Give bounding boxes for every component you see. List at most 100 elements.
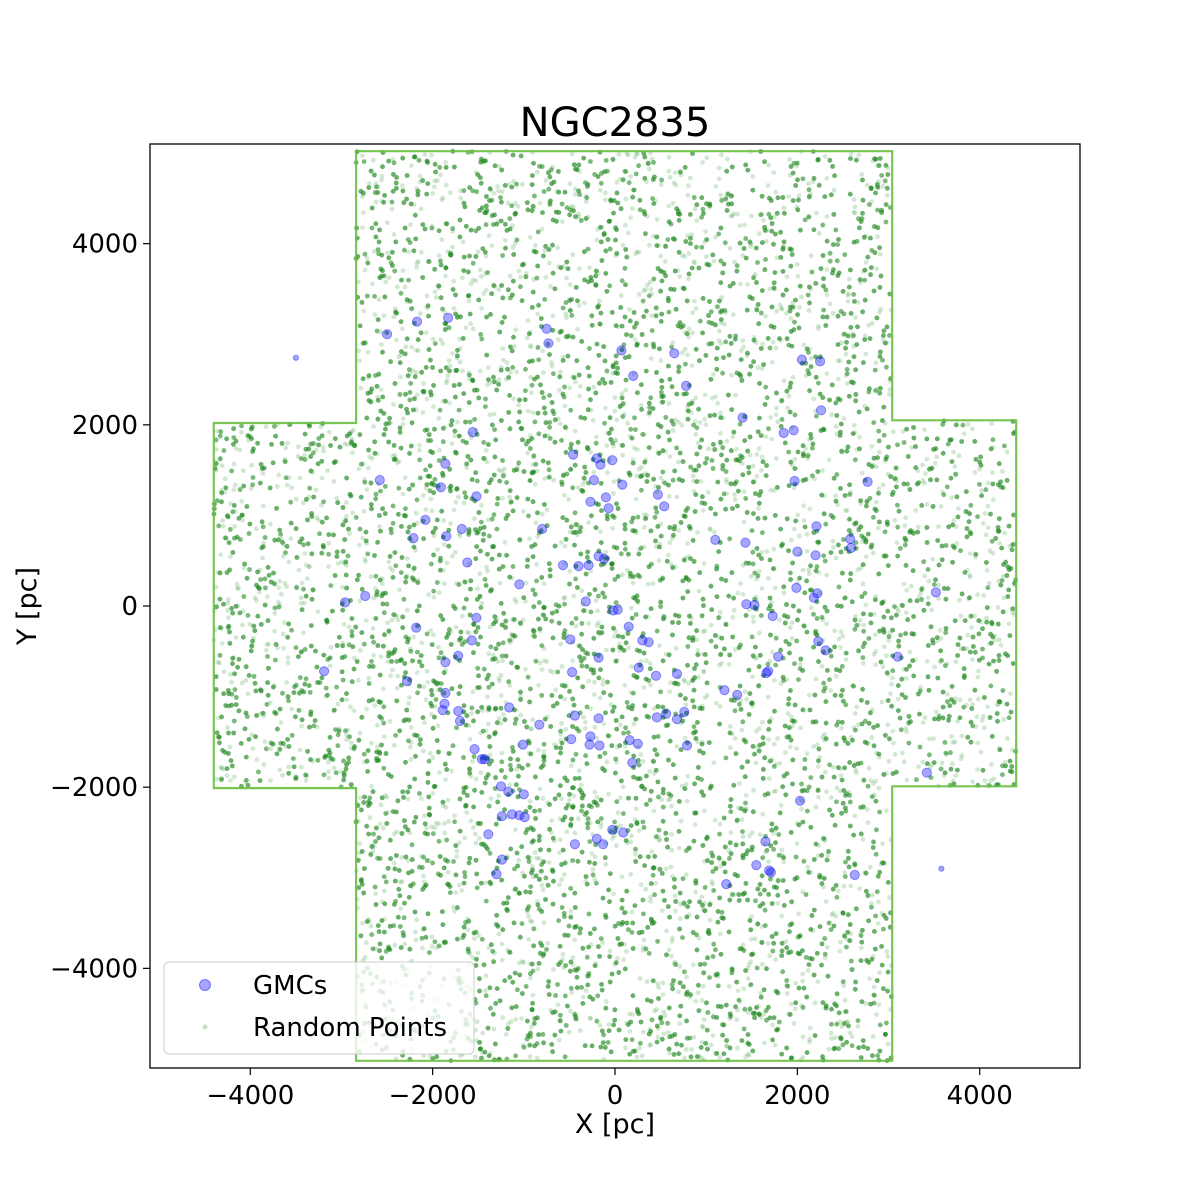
random-point xyxy=(903,726,909,731)
random-point xyxy=(617,722,623,728)
random-point xyxy=(630,1012,636,1017)
random-point xyxy=(610,525,615,531)
random-point xyxy=(750,830,755,836)
random-point xyxy=(600,677,606,683)
random-point xyxy=(880,664,886,670)
random-point xyxy=(429,824,434,830)
random-point xyxy=(796,911,802,917)
random-point xyxy=(847,1030,853,1036)
random-point xyxy=(828,688,833,693)
random-point xyxy=(767,953,773,959)
random-point xyxy=(513,1017,519,1022)
random-point xyxy=(420,945,425,951)
random-point xyxy=(896,608,901,614)
random-point xyxy=(824,621,829,627)
random-point xyxy=(727,724,733,729)
random-point xyxy=(590,867,596,872)
random-point xyxy=(372,703,378,708)
random-point xyxy=(878,306,884,312)
random-point xyxy=(693,889,699,895)
random-point xyxy=(794,204,800,210)
random-point xyxy=(975,767,980,772)
random-point xyxy=(452,908,458,914)
random-point xyxy=(220,523,226,529)
random-point xyxy=(614,759,619,765)
random-point xyxy=(835,376,841,382)
random-point xyxy=(547,668,553,674)
random-point xyxy=(924,456,930,462)
random-point xyxy=(637,1045,642,1051)
random-point xyxy=(659,908,665,914)
random-point xyxy=(723,621,728,627)
random-point xyxy=(882,420,888,426)
random-point xyxy=(936,582,941,588)
random-point xyxy=(603,405,608,411)
random-point xyxy=(430,530,435,536)
random-point xyxy=(527,235,533,240)
random-point xyxy=(751,787,756,793)
random-point xyxy=(556,1037,562,1043)
random-point xyxy=(415,520,420,526)
random-point xyxy=(299,764,304,770)
random-point xyxy=(629,605,634,611)
random-point xyxy=(618,293,624,298)
random-point xyxy=(752,655,757,660)
random-point xyxy=(601,721,607,727)
random-point xyxy=(523,271,529,276)
random-point xyxy=(338,769,344,774)
random-point xyxy=(750,674,755,679)
random-point xyxy=(799,1003,805,1009)
random-point xyxy=(456,313,461,319)
random-point xyxy=(435,486,441,491)
random-point xyxy=(331,765,337,771)
random-point xyxy=(869,444,875,449)
random-point xyxy=(936,596,941,601)
random-point xyxy=(677,964,683,969)
random-point xyxy=(435,547,440,552)
random-point xyxy=(815,786,821,792)
random-point xyxy=(779,847,785,853)
random-point xyxy=(451,278,456,284)
random-point xyxy=(866,765,872,771)
random-point xyxy=(865,820,871,825)
random-point xyxy=(623,196,629,202)
random-point xyxy=(666,203,672,209)
random-point xyxy=(400,183,405,189)
random-point xyxy=(453,890,459,896)
random-point xyxy=(834,785,840,791)
random-point xyxy=(264,594,270,600)
random-point xyxy=(702,416,708,422)
random-point xyxy=(572,428,578,434)
random-point xyxy=(795,512,801,518)
random-point xyxy=(663,866,669,872)
random-point xyxy=(313,447,319,453)
random-point xyxy=(284,584,289,589)
random-point xyxy=(414,917,419,923)
random-point xyxy=(731,211,737,217)
random-point xyxy=(532,850,538,855)
random-point xyxy=(319,502,324,508)
random-point xyxy=(808,870,814,875)
random-point xyxy=(766,575,771,581)
random-point xyxy=(431,594,437,600)
random-point xyxy=(668,864,674,870)
random-point xyxy=(641,288,647,294)
random-point xyxy=(280,631,286,637)
random-point xyxy=(228,778,233,783)
random-point xyxy=(859,172,865,177)
random-point xyxy=(869,463,875,469)
random-point xyxy=(424,825,429,831)
random-point xyxy=(636,250,642,255)
random-point xyxy=(426,592,432,597)
random-point xyxy=(708,622,714,628)
random-point xyxy=(756,231,762,237)
random-point xyxy=(527,1054,533,1059)
random-point xyxy=(749,914,754,919)
random-point xyxy=(529,390,534,396)
random-point xyxy=(681,677,687,682)
random-point xyxy=(597,187,603,193)
random-point xyxy=(406,695,412,700)
random-point xyxy=(453,624,459,630)
random-point xyxy=(789,537,794,543)
random-point xyxy=(692,298,697,304)
